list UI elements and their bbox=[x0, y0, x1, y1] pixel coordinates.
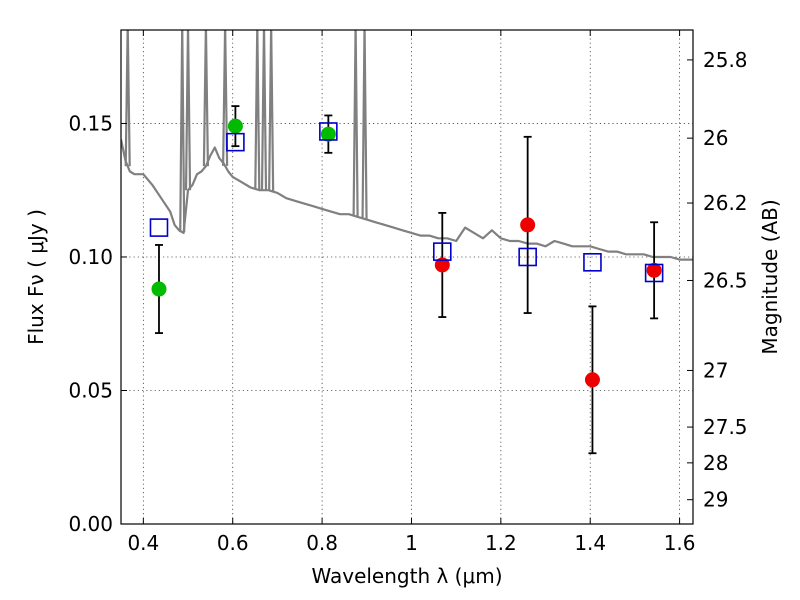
tick-layer: 0.4 0.6 0.8 1 1.2 1.4 1.6 0.00 0.05 0.10 0.15 25.8 2… bbox=[68, 30, 748, 555]
y-tick-label: 0.00 bbox=[68, 512, 113, 536]
green-point bbox=[151, 281, 167, 297]
marker-layer bbox=[149, 118, 664, 388]
y2-axis-label: Magnitude (AB) bbox=[758, 199, 782, 354]
x-tick-label: 1.2 bbox=[485, 531, 517, 555]
x-tick-label: 0.6 bbox=[217, 531, 249, 555]
y2-tick-label: 26 bbox=[703, 126, 728, 150]
x-tick-label: 1 bbox=[405, 531, 418, 555]
y2-tick-label: 27.5 bbox=[703, 415, 748, 439]
model-square-point bbox=[583, 253, 602, 272]
model-square-point bbox=[226, 132, 245, 152]
emission-line bbox=[184, 30, 192, 191]
emission-line bbox=[260, 30, 268, 191]
plot-frame bbox=[120, 29, 694, 525]
x-tick-label: 1.6 bbox=[664, 531, 696, 555]
y2-tick-label: 27 bbox=[703, 358, 728, 382]
emission-line bbox=[179, 30, 186, 233]
plot-area bbox=[121, 30, 693, 524]
emission-line bbox=[222, 30, 229, 166]
green-point bbox=[227, 118, 243, 134]
green-point bbox=[320, 126, 336, 142]
emission-line bbox=[268, 30, 275, 192]
y2-tick-label: 28 bbox=[703, 451, 728, 475]
emission-line bbox=[254, 30, 261, 190]
x-tick-label: 1.4 bbox=[574, 531, 606, 555]
x-tick-label: 0.4 bbox=[127, 531, 159, 555]
emission-line bbox=[352, 30, 359, 217]
red-point bbox=[520, 217, 536, 233]
y-tick-label: 0.15 bbox=[68, 111, 113, 135]
model-square-point bbox=[319, 122, 338, 141]
model-square-point bbox=[149, 218, 169, 237]
y2-tick-label: 29 bbox=[703, 488, 728, 512]
model-spectrum-line bbox=[121, 139, 693, 261]
y-tick-label: 0.05 bbox=[68, 378, 113, 402]
model-square-point bbox=[644, 263, 664, 283]
x-axis-label: Wavelength λ (μm) bbox=[311, 564, 502, 588]
y2-tick-label: 26.5 bbox=[703, 268, 748, 292]
y-axis-label: Flux Fν ( μJy ) bbox=[24, 209, 48, 345]
model-square-point bbox=[433, 242, 452, 261]
x-tick-label: 0.8 bbox=[306, 531, 338, 555]
model-layer bbox=[121, 30, 693, 261]
y2-tick-label: 26.2 bbox=[703, 191, 748, 215]
emission-line bbox=[361, 30, 368, 219]
model-square-point bbox=[518, 247, 537, 267]
y-tick-label: 0.10 bbox=[68, 245, 113, 269]
y2-tick-label: 25.8 bbox=[703, 48, 748, 72]
red-point bbox=[584, 372, 600, 388]
emission-line bbox=[202, 30, 210, 167]
red-point bbox=[434, 257, 450, 273]
red-point bbox=[646, 262, 662, 278]
emission-line bbox=[124, 30, 131, 167]
